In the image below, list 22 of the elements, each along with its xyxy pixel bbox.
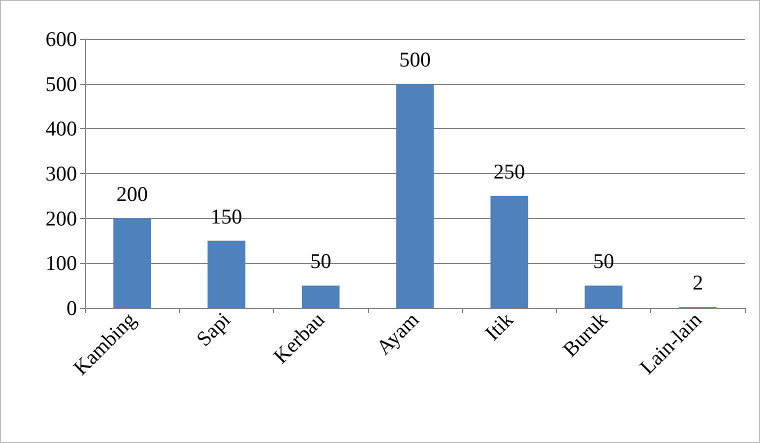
y-tick-label: 400 [46, 116, 77, 141]
data-label: 200 [116, 182, 148, 206]
x-tick-label: Sapi [192, 307, 236, 351]
data-label: 150 [210, 204, 242, 228]
bar [113, 218, 151, 308]
x-tick-label: Itik [480, 307, 518, 346]
bar [302, 286, 340, 308]
bar [490, 196, 528, 308]
data-label: 500 [399, 47, 431, 72]
bar [208, 240, 246, 308]
data-label: 50 [593, 249, 614, 274]
y-tick-label: 600 [46, 27, 77, 51]
y-tick-label: 300 [46, 162, 77, 186]
bar [396, 84, 434, 308]
data-label: 2 [692, 270, 704, 295]
data-label: 250 [494, 159, 526, 184]
y-tick-label: 0 [66, 296, 77, 320]
y-tick-label: 100 [46, 251, 77, 276]
y-tick-label: 500 [46, 72, 77, 96]
data-label: 50 [310, 249, 332, 274]
y-tick-label: 200 [46, 206, 77, 230]
bar [584, 286, 622, 308]
